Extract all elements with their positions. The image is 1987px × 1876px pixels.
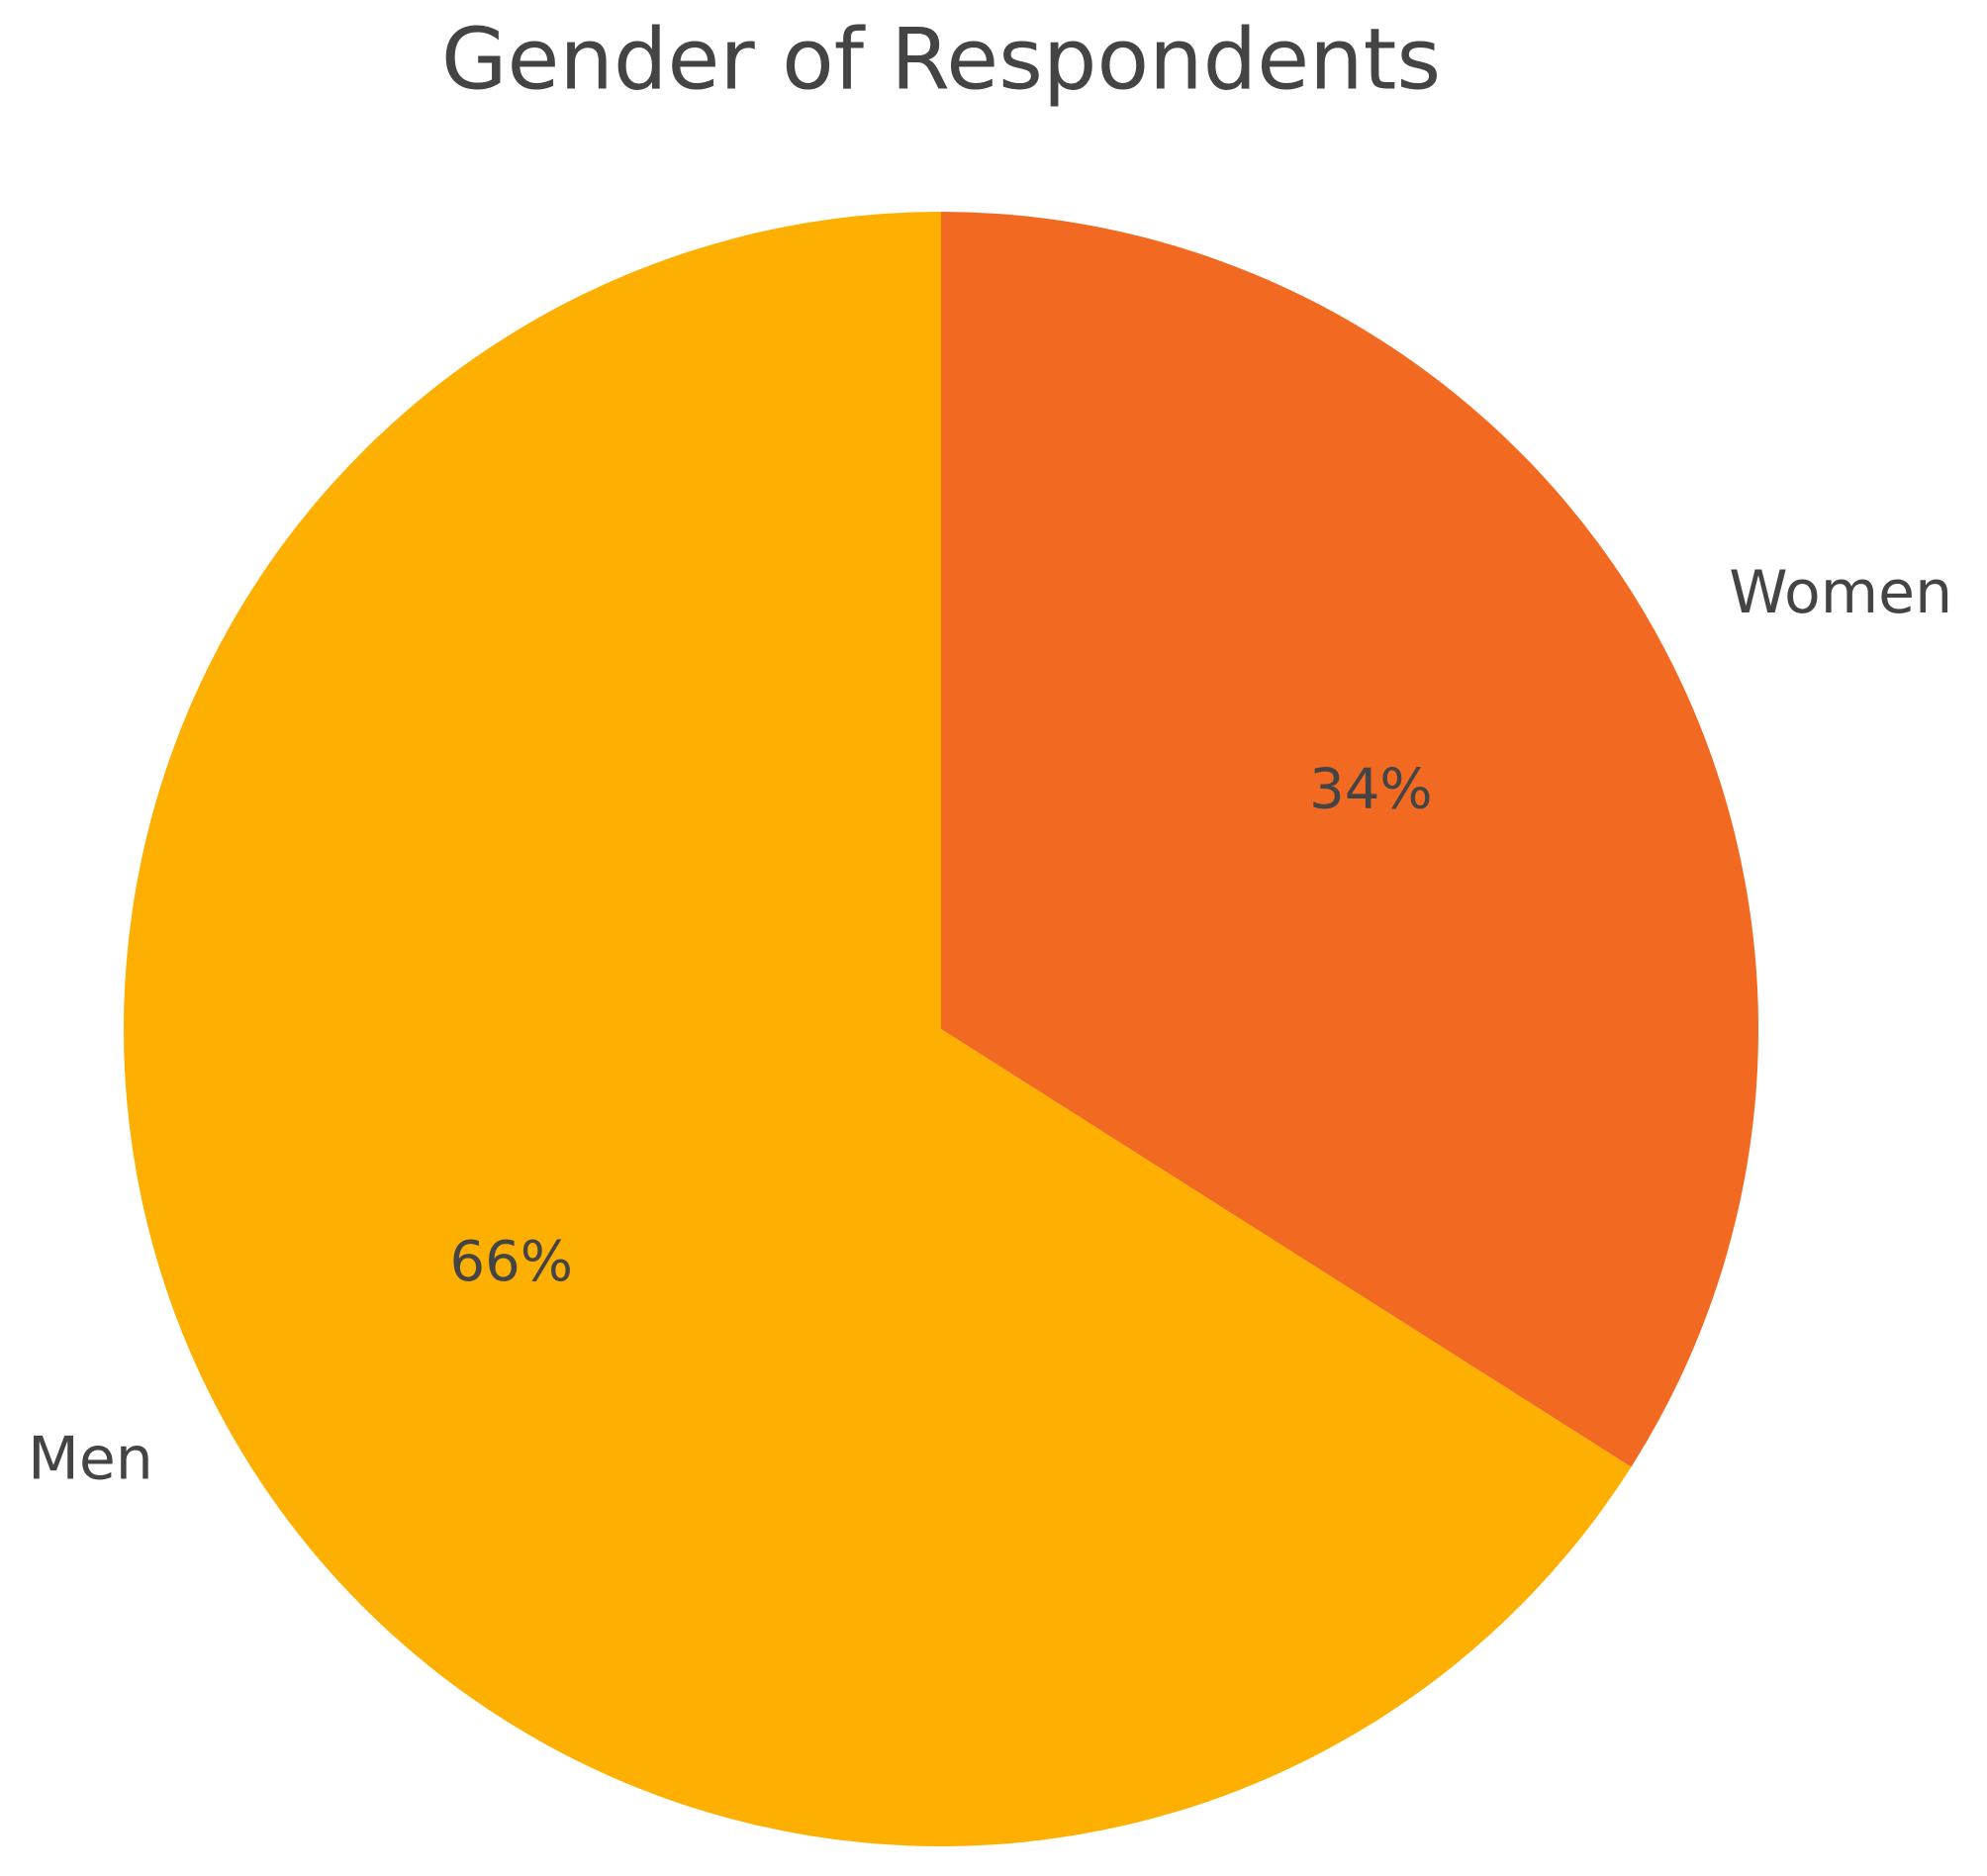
slice-label: Women <box>1729 558 1952 627</box>
pie-slice <box>941 212 1758 1467</box>
value-label: 66% <box>449 1230 572 1294</box>
value-label: 34% <box>1309 757 1432 821</box>
slice-label: Men <box>28 1424 153 1493</box>
chart-title: Gender of Respondents <box>441 10 1441 109</box>
pie-slice <box>124 212 1632 1847</box>
